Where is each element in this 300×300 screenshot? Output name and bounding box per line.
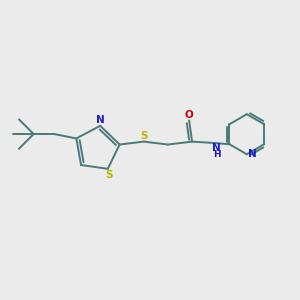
Text: N: N	[96, 116, 105, 125]
Text: S: S	[106, 170, 113, 180]
Text: O: O	[185, 110, 194, 120]
Text: H: H	[213, 150, 220, 159]
Text: N: N	[212, 143, 221, 153]
Text: N: N	[248, 149, 256, 159]
Text: S: S	[140, 131, 148, 141]
